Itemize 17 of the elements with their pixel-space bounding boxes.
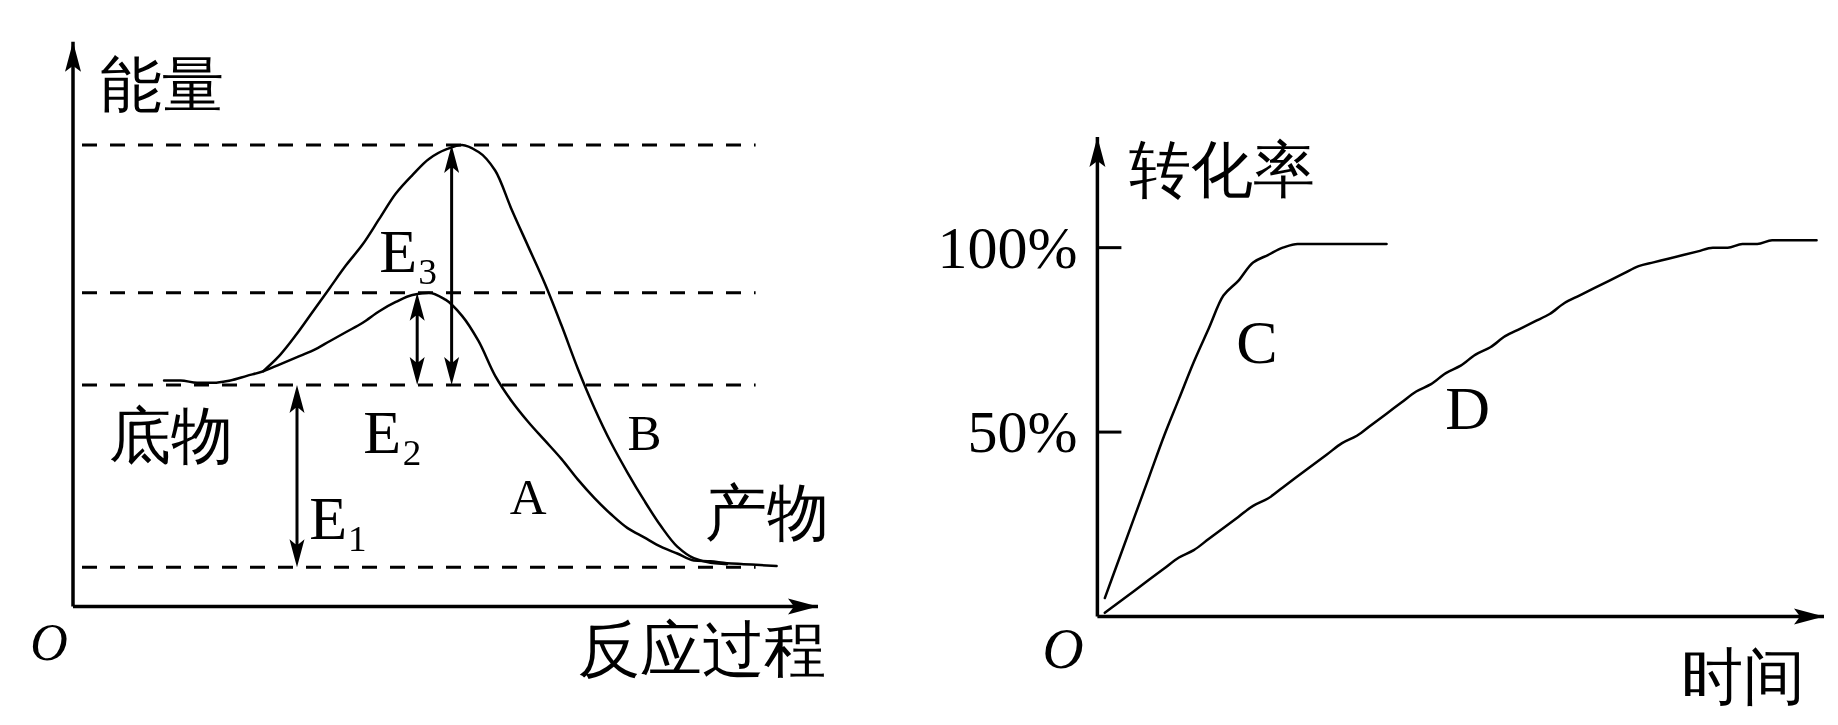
- series-label: A: [509, 468, 547, 525]
- ylabel: 转化率: [1129, 136, 1315, 204]
- series-label: C: [1236, 307, 1278, 376]
- ylabel: 能量: [100, 51, 224, 119]
- series-label: B: [627, 405, 662, 462]
- annotation: E₂: [363, 397, 423, 466]
- ref-line-label: 底物: [108, 402, 233, 471]
- annotation: O: [1042, 616, 1084, 680]
- series-label: D: [1445, 373, 1491, 442]
- xlabel: 时间: [1681, 643, 1805, 711]
- y-tick-label: 50%: [967, 399, 1078, 466]
- xlabel: 反应过程: [578, 616, 826, 684]
- annotation: O: [30, 613, 68, 671]
- y-tick-label: 100%: [937, 214, 1078, 281]
- annotation: E₁: [309, 484, 369, 552]
- ref-line-label: 产物: [705, 479, 829, 548]
- annotation: E₃: [379, 217, 439, 285]
